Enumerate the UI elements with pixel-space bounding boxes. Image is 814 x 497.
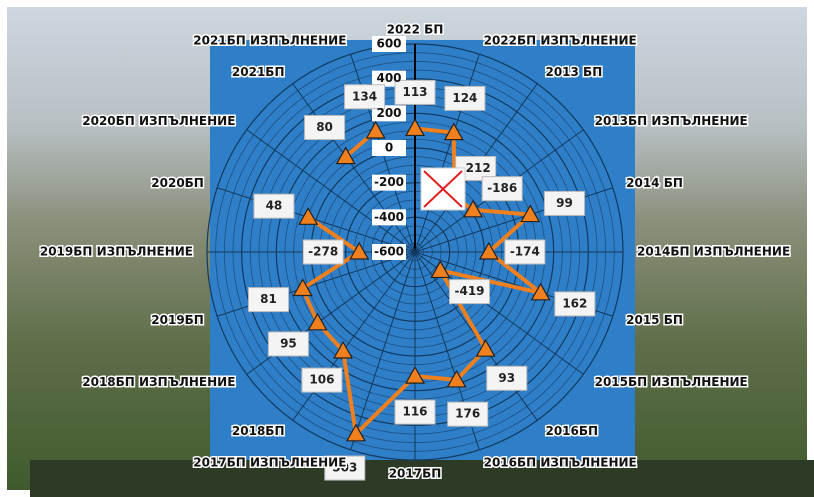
category-label: 2019БП ИЗПЪЛНЕНИЕ [40, 245, 193, 259]
marker [475, 338, 496, 357]
value-label-box [302, 239, 344, 265]
value-label: -212 [461, 161, 491, 175]
value-label: -419 [454, 284, 484, 298]
category-label: 2018БП [232, 424, 285, 438]
value-label-box [486, 365, 528, 391]
y-tick-box [372, 244, 406, 260]
spoke [350, 251, 416, 450]
marker [365, 120, 386, 139]
y-tick-label: -600 [374, 245, 404, 259]
marks: 113 124 -212 -186 99 -174 162 -419 93 176 116 503 10… [247, 79, 596, 481]
value-label: -174 [510, 245, 540, 259]
marker [298, 207, 319, 225]
value-label: 106 [309, 373, 334, 387]
value-label-box [253, 193, 295, 219]
photo-ground [30, 460, 814, 497]
category-label: 2017БП [389, 467, 442, 481]
category-label: 2013 БП [545, 65, 602, 79]
category-label: 2021БП [232, 65, 285, 79]
marker [463, 199, 484, 218]
value-label-box [444, 85, 486, 111]
value-label-box [449, 279, 491, 305]
category-label: 2014БП ИЗПЪЛНЕНИЕ [637, 245, 790, 259]
value-label: 116 [402, 405, 427, 419]
value-label-box [394, 399, 436, 425]
value-label-box [324, 455, 366, 481]
y-tick-label: 600 [376, 37, 401, 51]
category-label: 2014 БП [626, 176, 683, 190]
category-label: 2017БП ИЗПЪЛНЕНИЕ [193, 456, 346, 470]
category-label: 2015БП ИЗПЪЛНЕНИЕ [595, 375, 748, 389]
y-tick-box [372, 36, 406, 52]
value-label: 48 [266, 199, 283, 213]
value-label: 176 [455, 407, 480, 421]
marker [530, 282, 551, 301]
value-label-box [543, 190, 585, 216]
value-label: 81 [260, 292, 277, 306]
y-tick-box [372, 174, 406, 191]
value-label-box [247, 287, 289, 313]
category-label: 2015 БП [626, 313, 683, 327]
value-label-box [301, 367, 343, 393]
value-label-box [481, 176, 523, 202]
marker [335, 146, 356, 165]
value-label-box [447, 401, 489, 427]
y-tick-label: 200 [376, 106, 401, 120]
value-label: -278 [308, 245, 338, 259]
value-label: 95 [280, 336, 297, 350]
marker [404, 118, 426, 137]
marker [478, 241, 499, 260]
value-label-box [394, 79, 436, 105]
marker [292, 278, 313, 297]
y-tick-box [372, 209, 406, 226]
category-label: 2022 БП [387, 23, 444, 37]
value-label-box [267, 331, 309, 357]
category-label: 2016БП ИЗПЪЛНЕНИЕ [484, 456, 637, 470]
category-label: 2016БП [545, 424, 598, 438]
y-tick-label: 400 [376, 71, 401, 85]
category-label: 2019БП [151, 313, 204, 327]
category-label: 2022БП ИЗПЪЛНЕНИЕ [484, 33, 637, 47]
y-tick-label: -400 [374, 210, 404, 224]
value-label-box [504, 239, 546, 265]
marker [349, 241, 370, 260]
y-tick-label: -200 [374, 175, 404, 189]
value-label-box [344, 84, 386, 110]
category-label: 2013БП ИЗПЪЛНЕНИЕ [595, 114, 748, 128]
value-label-box [304, 115, 346, 141]
value-label: 124 [452, 91, 477, 105]
marker [404, 365, 426, 384]
broken-image-x [423, 170, 463, 208]
marker [345, 423, 366, 442]
value-label: 93 [498, 371, 515, 385]
y-tick-label: 0 [385, 141, 393, 155]
value-label: 113 [402, 85, 427, 99]
category-label: 2018БП ИЗПЪЛНЕНИЕ [82, 375, 235, 389]
y-tick-box [372, 105, 406, 122]
spoke [217, 187, 416, 253]
value-label: -186 [487, 181, 517, 195]
spoke [246, 129, 416, 253]
value-label: 134 [352, 89, 377, 103]
marker [443, 122, 464, 141]
value-label-box [554, 291, 596, 317]
value-label: 80 [316, 120, 333, 134]
marker [333, 340, 354, 359]
category-label: 2021БП ИЗПЪЛНЕНИЕ [193, 33, 346, 47]
value-label: 503 [332, 461, 357, 475]
marker [520, 204, 541, 223]
y-tick-box [372, 140, 406, 156]
value-label: 99 [556, 196, 573, 210]
marker [430, 260, 451, 279]
marker [307, 312, 328, 331]
category-label: 2020БП ИЗПЪЛНЕНИЕ [82, 114, 235, 128]
category-label: 2020БП [151, 176, 204, 190]
value-label: 162 [562, 296, 587, 310]
marker [446, 369, 467, 388]
